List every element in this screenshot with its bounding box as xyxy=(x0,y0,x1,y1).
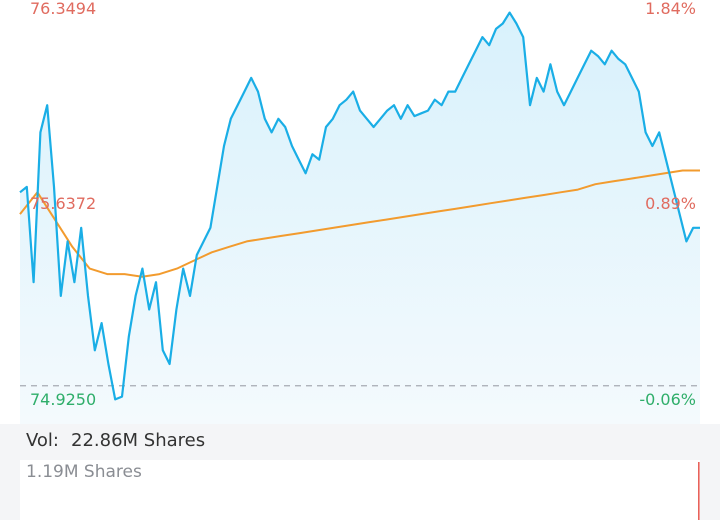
price-axis-high-label: 76.3494 xyxy=(30,0,97,18)
average-price-line xyxy=(19,169,700,278)
price-chart[interactable] xyxy=(0,0,720,424)
volume-total: 22.86M Shares xyxy=(71,430,206,451)
volume-label: Vol: xyxy=(26,430,59,451)
volume-bar-latest xyxy=(698,462,700,520)
volume-summary: Vol: 22.86M Shares xyxy=(26,430,205,451)
volume-axis-max-label: 1.19M Shares xyxy=(26,462,142,482)
price-axis-mid-label: 75.6372 xyxy=(30,194,97,213)
volume-summary-bar xyxy=(0,424,720,460)
percent-axis-high-label: 1.84% xyxy=(645,0,696,18)
volume-chart[interactable] xyxy=(0,460,720,520)
price-line xyxy=(19,11,700,401)
percent-axis-low-label: -0.06% xyxy=(639,390,696,409)
price-axis-low-label: 74.9250 xyxy=(30,390,97,409)
percent-axis-mid-label: 0.89% xyxy=(645,194,696,213)
volume-chart-panel[interactable] xyxy=(20,460,700,520)
price-area-fill xyxy=(20,12,700,424)
